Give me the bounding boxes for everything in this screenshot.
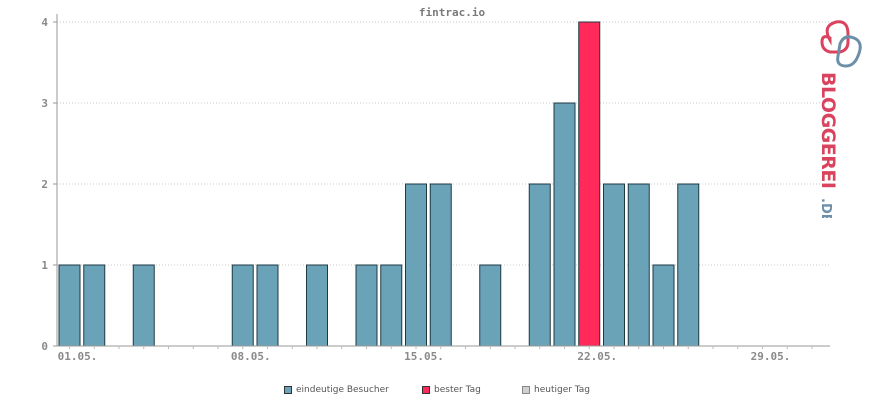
logo-mark-icon [820, 20, 862, 68]
bar [627, 183, 650, 347]
bloggerei-logo: BLOGGEREI .DE [808, 18, 868, 223]
bar [528, 183, 551, 347]
legend-swatch-visitors [284, 386, 292, 394]
legend-swatch-best-day [422, 386, 430, 394]
y-tick-label: 2 [41, 178, 48, 191]
bar [355, 264, 378, 347]
y-tick-label: 3 [41, 97, 48, 110]
bar [677, 183, 700, 347]
x-tick-label: 29.05. [751, 350, 791, 363]
legend: eindeutige Besucher bester Tag heutiger … [0, 385, 870, 399]
bar [380, 264, 403, 347]
y-tick-label: 4 [41, 16, 48, 29]
x-tick-label: 15.05. [404, 350, 444, 363]
bar [429, 183, 452, 347]
bar [306, 264, 328, 347]
bar [652, 264, 675, 347]
y-tick-label: 1 [41, 259, 48, 272]
y-tick-label: 0 [41, 340, 48, 353]
x-tick-label: 01.05. [58, 350, 98, 363]
axes: 0 1 2 3 4 01.05. 08.05. 15.05. 22.05. 29.05. [41, 14, 830, 363]
chart-title: fintrac.io [419, 6, 486, 19]
bar [58, 264, 81, 347]
legend-label-best-day: bester Tag [434, 385, 481, 395]
bar [553, 102, 576, 347]
logo-suffix: .DE [818, 198, 833, 218]
bar [231, 264, 254, 347]
bar [83, 264, 106, 347]
legend-label-visitors: eindeutige Besucher [296, 385, 389, 395]
bar [405, 183, 427, 347]
x-tick-label: 22.05. [577, 350, 617, 363]
x-tick-label: 08.05. [231, 350, 271, 363]
legend-item-today: heutiger Tag [522, 385, 590, 395]
bar [603, 183, 625, 347]
bar [132, 264, 155, 347]
legend-label-today: heutiger Tag [534, 385, 591, 395]
legend-item-best-day: bester Tag [422, 385, 481, 395]
bar-best-day [578, 21, 601, 347]
bar [479, 264, 502, 347]
legend-item-visitors: eindeutige Besucher [284, 385, 389, 395]
bar [256, 264, 279, 347]
logo-text: BLOGGEREI [817, 72, 839, 188]
legend-swatch-today [522, 386, 530, 394]
